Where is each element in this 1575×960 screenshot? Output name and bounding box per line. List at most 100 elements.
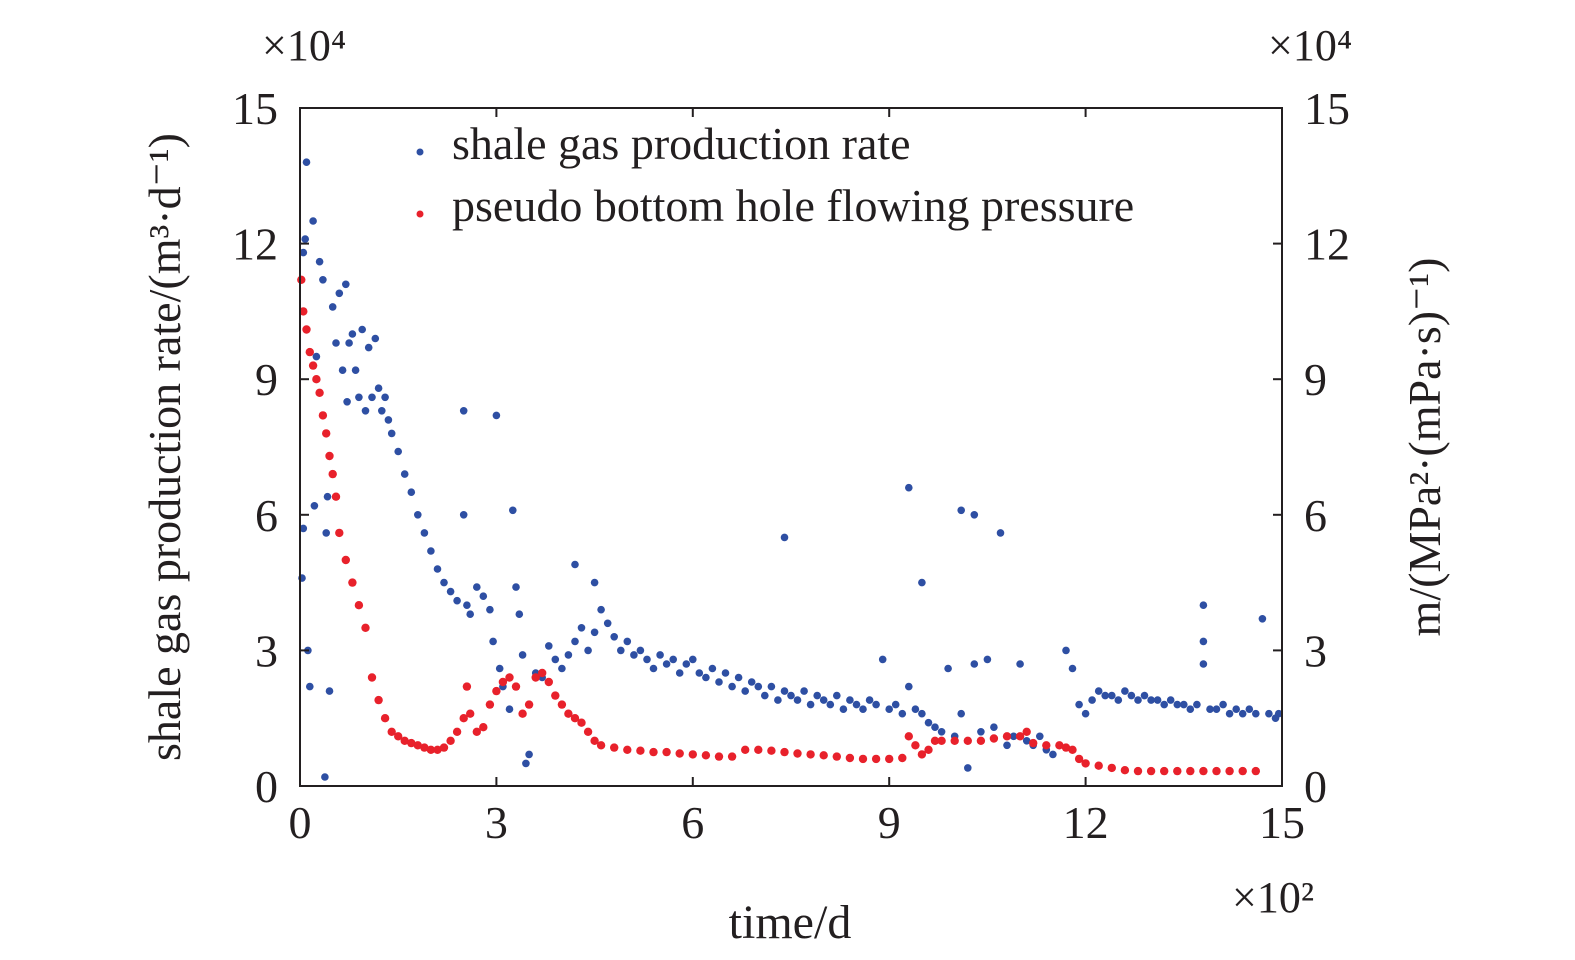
plot-area [297,158,1283,781]
production-point [590,578,599,587]
y-right-tick-label: 3 [1304,625,1327,676]
pressure-point [1238,766,1247,776]
legend-label-production: shale gas production rate [452,118,911,169]
x-multiplier: ×10² [1232,873,1314,922]
production-point [839,705,848,713]
pressure-point [538,668,547,678]
pressure-point [714,752,724,761]
production-point [826,700,835,709]
y-right-tick-label: 6 [1304,490,1327,541]
pressure-point [688,750,697,759]
pressure-point [701,751,711,760]
pressure-point [1074,754,1084,764]
pressure-point [328,469,337,479]
production-point [1238,709,1247,718]
production-point [374,384,383,393]
production-point [1114,696,1123,704]
production-point [1199,660,1208,668]
production-point [302,158,311,166]
pressure-point [325,451,334,461]
production-point [338,366,347,375]
production-point [623,637,632,646]
production-point [964,764,972,772]
production-point [486,605,494,614]
production-point [1252,709,1260,718]
production-point [306,682,314,691]
production-point [689,655,697,664]
plot-frame [299,107,1283,787]
production-point [1180,700,1188,709]
y-left-tick-label: 6 [255,490,278,541]
production-point [1245,705,1254,713]
production-point [571,637,579,646]
legend: shale gas production rate pseudo bottom … [416,118,1134,231]
pressure-point [1212,766,1221,776]
production-point [473,583,481,591]
production-point [345,339,353,347]
production-point [310,502,319,510]
production-point [492,411,501,420]
production-point [996,529,1005,537]
production-point [1049,750,1057,759]
production-point [509,506,517,515]
y-left-multiplier: ×10⁴ [262,21,346,70]
legend-marker-pressure [416,210,424,218]
pressure-point [433,745,442,754]
production-point [905,682,913,691]
production-point [977,728,985,736]
production-point [1036,732,1044,741]
production-point [1101,691,1109,700]
production-point [617,646,625,655]
pressure-point [871,754,881,764]
production-point [522,759,530,768]
x-axis-label: time/d [729,896,852,949]
pressure-point [623,745,632,754]
production-point [322,529,331,537]
pressure-point [452,727,462,736]
pressure-point [524,700,534,709]
production-point [545,642,553,650]
pressure-point [1042,741,1051,750]
production-point [800,687,808,695]
production-point [371,334,380,343]
pressure-point [1186,766,1195,776]
pressure-point [299,307,308,316]
pressure-point [577,718,586,727]
production-point [944,664,952,673]
pressure-point [904,732,913,741]
pressure-point [426,745,436,754]
pressure-point [1029,738,1038,748]
y-right-tick-label: 9 [1304,354,1327,405]
pressure-point [1002,732,1012,741]
pressure-point [819,751,828,760]
pressure-point [976,736,986,745]
production-point [479,592,488,600]
production-point [597,605,605,614]
production-point [1134,696,1142,704]
production-point [1186,705,1195,713]
production-point [872,700,880,709]
production-point [325,687,334,695]
production-point [1212,705,1221,713]
production-point [675,669,684,677]
production-point [378,407,386,415]
production-point [584,646,592,655]
pressure-point [315,388,324,397]
pressure-point [636,746,645,755]
pressure-point [583,727,593,736]
pressure-point [590,736,599,745]
production-point [1206,705,1214,713]
production-point [715,678,723,686]
production-point [669,655,677,664]
production-point [1003,741,1011,750]
pressure-point [312,375,321,384]
pressure-point [885,754,894,764]
production-point [384,416,393,424]
production-point [819,696,828,704]
pressure-point [950,736,959,745]
pressure-point [297,275,306,284]
production-point [1265,709,1273,718]
pressure-point [937,736,946,745]
y-left-tick-label: 9 [255,354,278,405]
legend-marker-production [416,148,424,156]
